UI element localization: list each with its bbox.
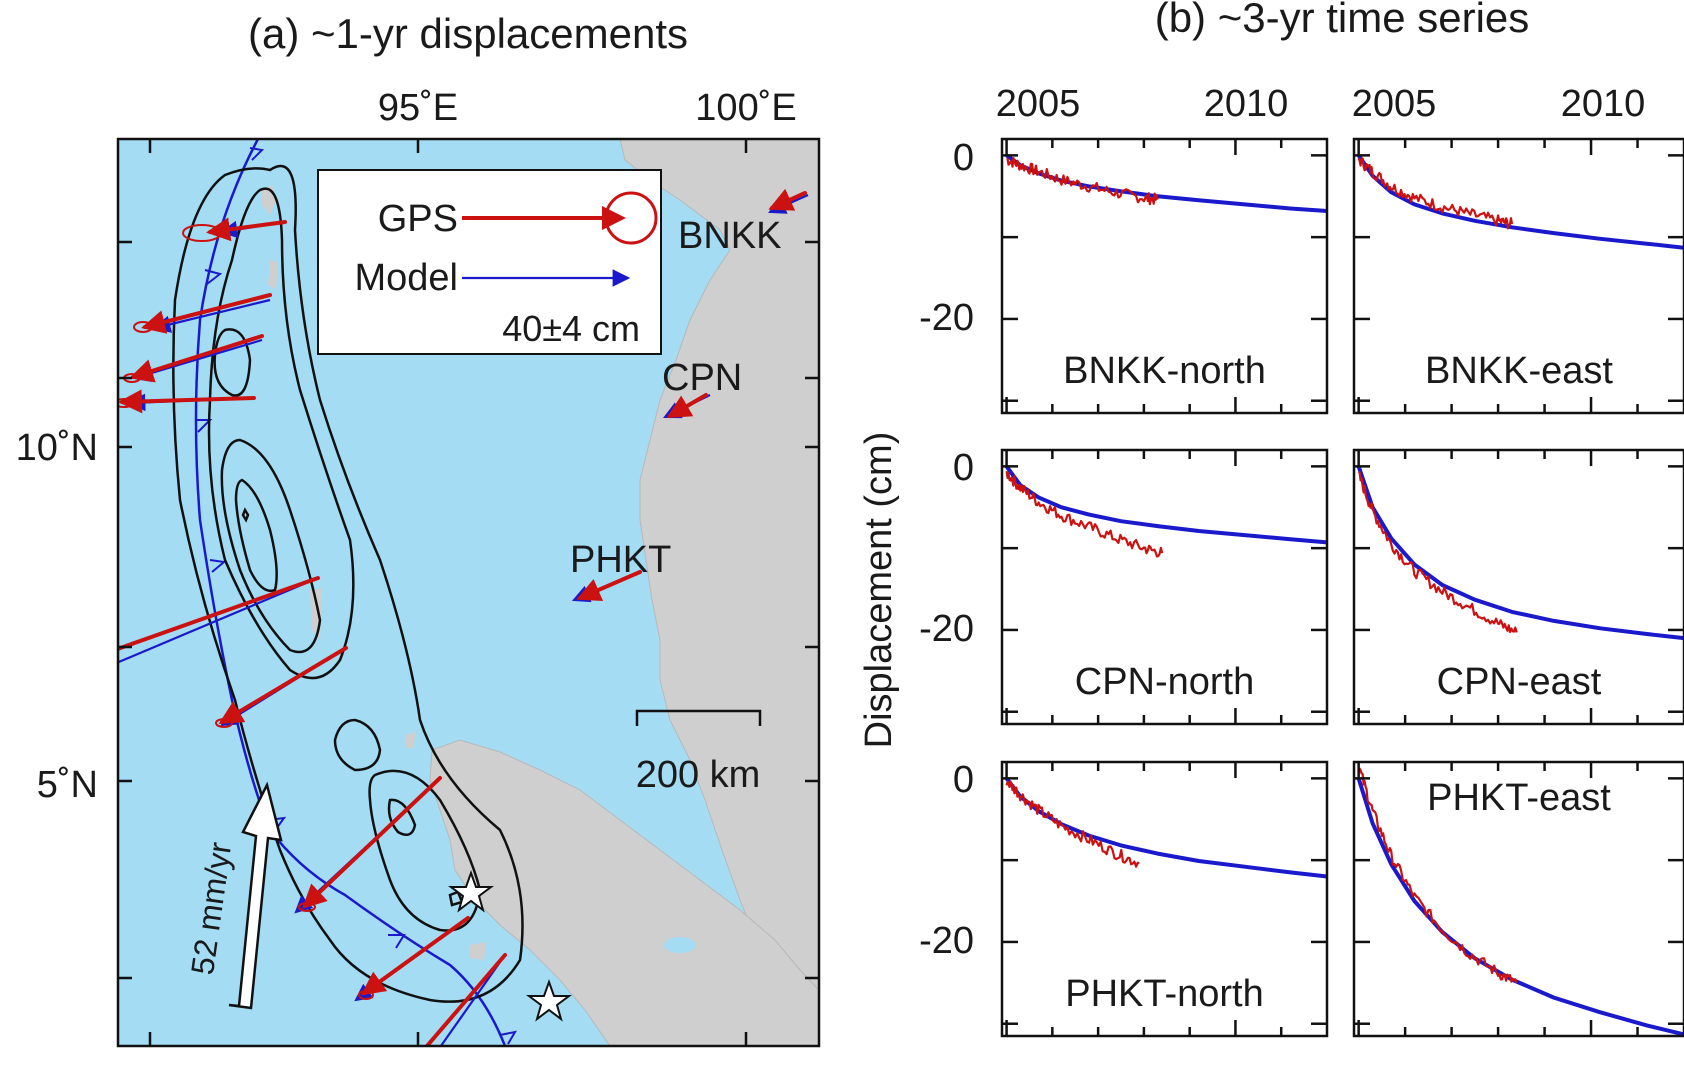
gps-vector [129,334,264,383]
error-ellipse [393,1068,413,1076]
scale-bar-label: 200 km [636,754,761,796]
subplot-frame [1000,137,1329,415]
slip-contours [172,164,524,1003]
subplot-phkt-east: PHKT-east [1352,760,1684,1038]
model-vector [152,298,271,333]
model-vector [439,954,506,1046]
series-gps-phkt-north [1005,780,1140,868]
subplot-label: BNKK-north [1063,350,1266,392]
subplot-bnkk-north: BNKK-north [1000,137,1329,415]
lon-tick-100E: 100˚E [695,87,796,129]
y-tick-m20-row1: -20 [919,297,974,339]
panel-b: (b) ~3-yr time series Displacement (cm) … [858,0,1684,1038]
star-icon [448,870,494,913]
epicenter-stars [448,870,572,1022]
series-gps-bnkk-east [1357,157,1514,230]
scale-bar: 200 km [635,709,762,796]
panel-b-title: (b) ~3-yr time series [1155,0,1530,41]
subplot-phkt-north: PHKT-north [1000,760,1329,1038]
lat-tick-5N: 5˚N [37,764,98,806]
land-sumatra [429,739,819,1046]
legend-box [317,169,662,355]
subplot-cpn-north: CPN-north [1000,448,1329,726]
plate-motion-arrow [228,781,283,1010]
y-tick-0-row3: 0 [953,759,974,801]
subplot-frame [1352,448,1684,726]
time-series-subplots: BNKK-north BNKK-east CPN-north CPN-east PHKT… [1000,137,1684,1038]
gps-vector [141,293,272,334]
subplot-label: PHKT-north [1065,973,1264,1015]
lake-toba [664,937,696,953]
gps-vector [218,646,348,725]
series-gps-bnkk-north [1006,156,1159,206]
subplot-frame [1352,137,1684,415]
error-ellipse [298,902,316,912]
x-tick-2010-right: 2010 [1561,83,1646,125]
y-tick-labels: 0 -20 0 -20 0 -20 [919,137,974,962]
subplot-bnkk-east: BNKK-east [1352,137,1684,415]
x-tick-2005-right: 2005 [1352,83,1437,125]
error-ellipse [67,658,89,668]
gps-vector [206,217,287,242]
gps-vector [360,916,470,996]
y-tick-0-row2: 0 [953,447,974,489]
subplot-label: CPN-north [1075,661,1255,703]
series-gps-phkt-east [1357,767,1518,984]
series-model-cpn-north [1004,465,1328,545]
model-vector [118,576,319,664]
error-ellipse [215,718,233,728]
station-label-phkt: PHKT [570,539,671,581]
lat-tick-labels: 10˚N 5˚N [16,427,98,806]
series-model-bnkk-north [1005,153,1328,213]
panel-a: (a) ~1-yr displacements 95˚E 100˚E 10˚N … [16,10,821,1076]
lon-tick-labels: 95˚E 100˚E [378,87,797,129]
station-label-cpn: CPN [662,357,742,399]
series-gps-cpn-north [1005,470,1164,558]
series-gps-cpn-east [1357,470,1518,634]
subplot-frame [1352,760,1684,1038]
lat-tick-10N: 10˚N [16,427,98,469]
x-tick-2005-left: 2005 [996,83,1081,125]
x-tick-labels-top: 2005 2010 2005 2010 [996,83,1646,125]
subplot-label: BNKK-east [1425,350,1613,392]
error-ellipse [182,224,222,242]
y-tick-m20-row2: -20 [919,608,974,650]
legend-gps-error-circle [604,191,658,245]
legend-gps-label: GPS [378,198,458,240]
gps-vector [424,953,507,1046]
panel-a-title: (a) ~1-yr displacements [248,10,688,57]
series-model-cpn-east [1356,465,1684,641]
legend-scale-label: 40±4 cm [502,308,640,349]
gps-vector [666,393,708,419]
y-tick-0-row1: 0 [953,137,974,179]
subplot-frame [1000,448,1329,726]
plate-arrow-icon [228,781,283,1010]
scale-bar-line [635,709,762,726]
subplot-label: CPN-east [1437,661,1602,703]
map-border [116,137,821,1048]
error-ellipse [358,990,374,1000]
legend-model-label: Model [355,257,459,299]
station-label-bnkk: BNKK [678,215,781,257]
x-tick-2010-left: 2010 [1204,83,1289,125]
gps-vector [576,570,642,602]
gps-vector [302,776,442,909]
subplot-frame [1000,760,1329,1038]
gps-vector [118,576,320,651]
y-axis-label: Displacement (cm) [858,432,900,749]
series-model-phkt-north [1005,777,1328,879]
gps-vectors [118,188,807,1046]
lon-tick-95E: 95˚E [378,87,458,129]
subplot-cpn-east: CPN-east [1352,448,1684,726]
y-tick-m20-row3: -20 [919,920,974,962]
gps-vector [768,188,807,211]
subplot-label: PHKT-east [1427,777,1611,819]
star-icon [526,979,572,1022]
legend: GPS Model 40±4 cm [317,169,662,355]
gps-vector [118,389,256,414]
error-ellipse [133,321,153,333]
error-ellipse [118,398,135,408]
series-model-bnkk-east [1356,154,1684,250]
map-ticks [118,139,819,1046]
